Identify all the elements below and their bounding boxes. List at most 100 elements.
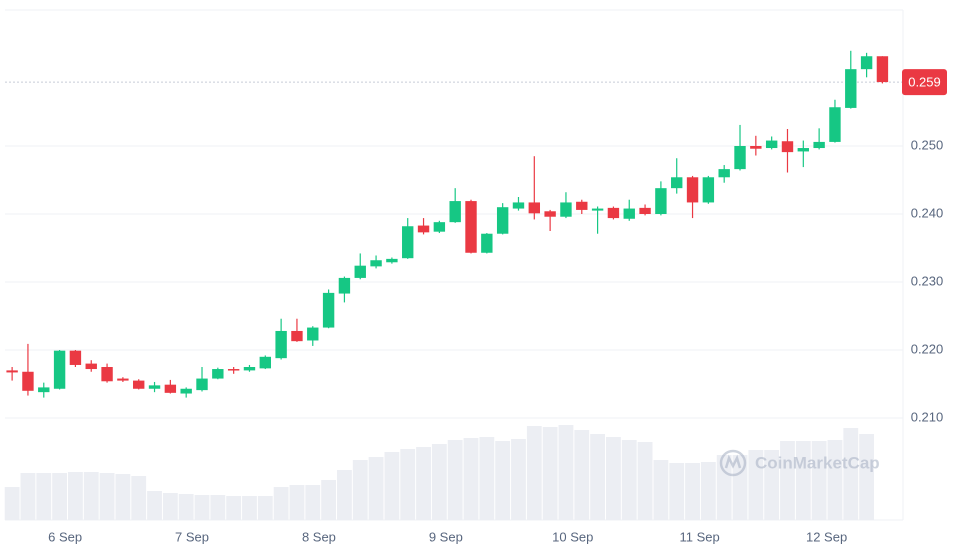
candle-body [686, 177, 699, 203]
candle-body [765, 140, 778, 149]
candle-body [528, 202, 541, 214]
volume-bar [289, 485, 305, 520]
volume-bar [321, 480, 337, 520]
candle-body [212, 369, 224, 379]
candle-body [6, 370, 18, 373]
candle-body [370, 260, 382, 267]
candle-body [227, 369, 240, 371]
volume-bar [431, 444, 447, 520]
candle-body [164, 384, 177, 393]
candle-body [69, 350, 82, 365]
volume-bar [542, 427, 558, 520]
volume-bar [131, 476, 147, 520]
candle-body [307, 327, 319, 341]
volume-bar [226, 496, 242, 520]
volume-bar [305, 485, 321, 520]
volume-bar [384, 452, 400, 520]
candle-body [607, 207, 620, 219]
volume-bar [352, 460, 368, 520]
volume-bar [764, 450, 780, 520]
x-tick-label: 12 Sep [806, 529, 847, 544]
volume-bar [716, 455, 732, 520]
candle-body [53, 350, 66, 389]
candle-body [22, 371, 34, 391]
current-price-badge [902, 69, 947, 96]
volume-bar [447, 440, 463, 520]
volume-bar [242, 496, 257, 520]
volume-bar [4, 487, 20, 520]
volume-bar [463, 438, 479, 520]
candle-body [813, 141, 825, 149]
candle-body [449, 201, 461, 223]
candle-body [465, 201, 477, 253]
candle-body [671, 177, 683, 189]
volume-bar [843, 428, 859, 520]
candle-body [544, 211, 556, 217]
x-tick-label: 6 Sep [48, 529, 82, 544]
candle-body [133, 380, 145, 389]
volume-bar [732, 455, 748, 520]
candle-body [354, 265, 366, 278]
volume-bar [685, 463, 700, 520]
volume-bar [400, 449, 416, 520]
watermark-logo-mark [724, 454, 742, 469]
volume-bar [590, 434, 606, 520]
volume-bar [210, 495, 226, 520]
candle-body [496, 207, 509, 234]
candle-body [259, 356, 271, 369]
volume-bar [83, 472, 99, 520]
volume-bar [99, 473, 115, 520]
candle-body [243, 367, 256, 371]
candle-body [718, 169, 730, 178]
candle-body [117, 378, 129, 381]
candle-body [845, 69, 857, 108]
volume-bar [20, 473, 36, 520]
candle-body [322, 292, 335, 328]
candle-body [734, 146, 746, 170]
candle-body [829, 107, 841, 142]
volume-layer [4, 425, 875, 520]
volume-bar [780, 441, 795, 520]
candle-body [402, 226, 414, 259]
candle-body [275, 330, 287, 359]
y-tick-label: 0.220 [911, 341, 944, 356]
y-tick-label: 0.250 [911, 137, 944, 152]
candle-body [481, 233, 493, 253]
volume-bar [621, 440, 637, 520]
volume-bar [748, 450, 764, 520]
x-tick-label: 8 Sep [302, 529, 336, 544]
candle-body [797, 148, 810, 152]
candle-body [291, 330, 303, 342]
volume-bar [479, 437, 495, 520]
x-tick-label: 11 Sep [680, 529, 720, 544]
x-tick-label: 10 Sep [552, 529, 593, 544]
candle-body [750, 146, 762, 149]
candle-body [148, 385, 161, 389]
y-tick-label: 0.230 [911, 273, 944, 288]
volume-bar [511, 439, 526, 520]
volume-bar [859, 434, 875, 520]
candle-body [560, 202, 572, 217]
volume-bar [669, 463, 685, 520]
candle-body [860, 56, 873, 70]
candle-body [101, 367, 113, 382]
candle-body [576, 201, 588, 210]
candle-body [781, 141, 794, 153]
y-tick-label: 0.210 [911, 409, 944, 424]
volume-bar [795, 441, 811, 520]
watermark: CoinMarketCap [719, 449, 880, 477]
candle-body [417, 225, 430, 233]
candle-body [512, 202, 525, 209]
volume-bar [574, 430, 590, 520]
volume-bar [68, 472, 83, 520]
volume-bar [178, 494, 194, 520]
volume-bar [194, 495, 210, 520]
volume-bar [52, 473, 68, 520]
volume-bar [162, 493, 178, 520]
volume-bar [653, 460, 669, 520]
candle-body [386, 258, 398, 263]
candle-body [180, 388, 192, 394]
candle-body [655, 188, 667, 214]
candle-body [85, 363, 97, 370]
